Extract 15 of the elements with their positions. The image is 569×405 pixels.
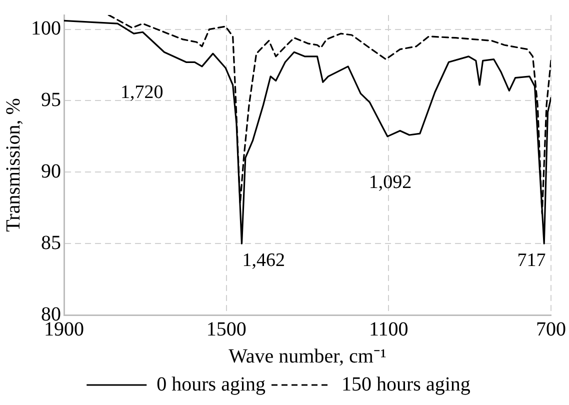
annotation: 1,092 [368,172,412,193]
annotation: 1,462 [242,250,286,271]
y-tick-label: 85 [41,232,61,254]
y-tick-label: 95 [41,88,61,111]
annotation: 717 [517,250,546,271]
y-tick-label: 100 [31,18,61,40]
x-tick-label: 1500 [206,318,246,340]
x-tick-label: 1100 [369,318,408,340]
y-tick-label: 90 [41,160,61,182]
legend-label: 150 hours aging [342,373,470,396]
x-tick-label: 700 [536,318,566,340]
legend-label: 0 hours aging [156,373,266,396]
x-axis-title: Wave number, cm⁻¹ [228,345,386,368]
y-axis-title: Transmission, % [2,98,24,232]
annotation: 1,720 [120,82,164,103]
